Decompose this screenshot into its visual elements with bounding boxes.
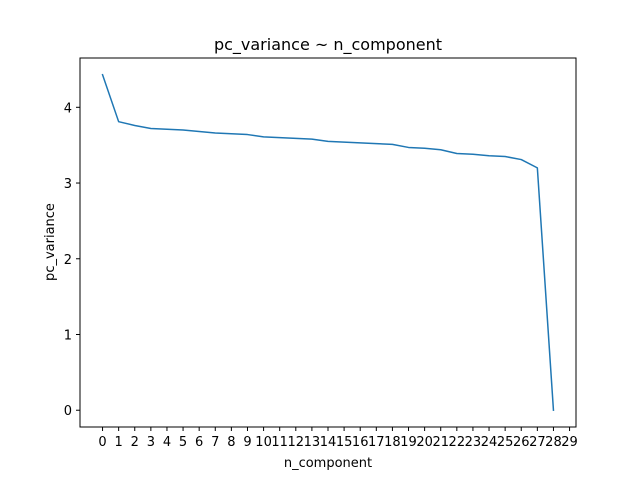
x-tick-label: 23 xyxy=(465,435,482,450)
x-tick-label: 15 xyxy=(336,435,353,450)
x-tick-label: 25 xyxy=(497,435,514,450)
x-tick-label: 16 xyxy=(352,435,369,450)
x-tick-label: 26 xyxy=(513,435,530,450)
chart-title: pc_variance ~ n_component xyxy=(214,35,442,55)
x-tick-label: 9 xyxy=(243,435,251,450)
x-tick-label: 20 xyxy=(416,435,433,450)
y-tick-label: 0 xyxy=(64,404,72,419)
x-tick-label: 12 xyxy=(288,435,305,450)
x-tick-label: 3 xyxy=(147,435,155,450)
x-tick-label: 0 xyxy=(98,435,106,450)
x-tick-label: 10 xyxy=(255,435,272,450)
y-tick-label: 2 xyxy=(64,253,72,268)
y-tick-label: 3 xyxy=(64,177,72,192)
series-line-0 xyxy=(101,73,555,412)
x-tick-label: 29 xyxy=(561,435,578,450)
x-tick-label: 22 xyxy=(449,435,466,450)
y-axis-ticks: 0 1 2 3 4 xyxy=(64,101,80,419)
y-tick-label: 4 xyxy=(64,101,72,116)
x-tick-label: 19 xyxy=(400,435,417,450)
y-axis-label: pc_variance xyxy=(43,203,58,281)
x-axis-label: n_component xyxy=(284,456,372,471)
x-tick-label: 7 xyxy=(211,435,219,450)
x-tick-label: 8 xyxy=(227,435,235,450)
x-tick-label: 27 xyxy=(529,435,546,450)
x-tick-label: 2 xyxy=(131,435,139,450)
x-tick-label: 6 xyxy=(195,435,203,450)
x-tick-label: 21 xyxy=(432,435,449,450)
x-tick-label: 1 xyxy=(115,435,123,450)
x-tick-label: 17 xyxy=(368,435,385,450)
x-tick-label: 4 xyxy=(163,435,171,450)
y-tick-label: 1 xyxy=(64,328,72,343)
x-tick-label: 13 xyxy=(304,435,321,450)
plot-area xyxy=(101,73,555,412)
x-tick-label: 28 xyxy=(545,435,562,450)
x-tick-label: 14 xyxy=(320,435,337,450)
x-axis-ticks: 0 1 2 3 4 5 6 7 8 9 10 11 12 13 14 15 16 17 18 19 20 21 22 23 24… xyxy=(98,427,578,450)
x-tick-label: 11 xyxy=(271,435,288,450)
x-tick-label: 24 xyxy=(481,435,498,450)
x-tick-label: 5 xyxy=(179,435,187,450)
x-tick-label: 18 xyxy=(384,435,401,450)
